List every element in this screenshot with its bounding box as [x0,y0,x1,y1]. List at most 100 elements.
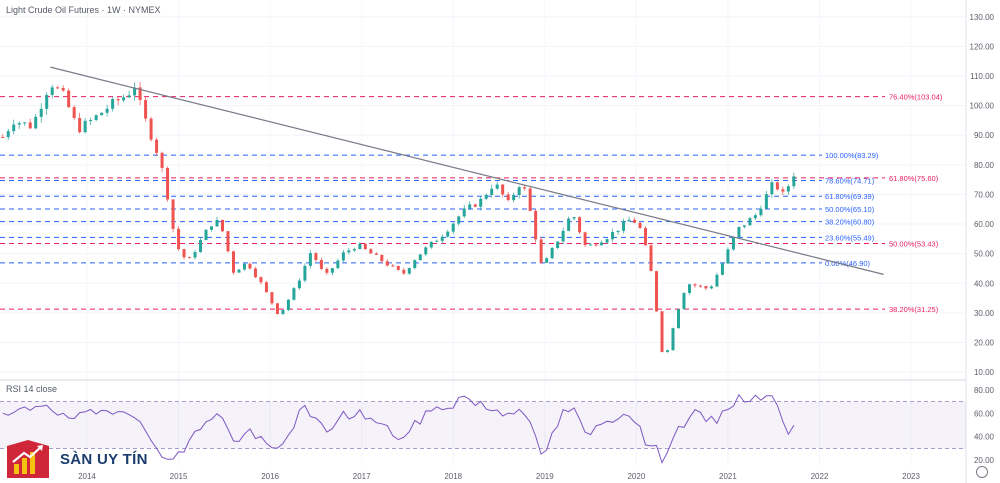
candle-body [83,120,87,133]
fibonacci-levels: 100.00%(83.29) 78.60%(74.71) 61.80%(69.39)… [0,93,943,314]
trendline-layer[interactable] [50,66,884,275]
candle-body [286,299,290,311]
candle-body [473,204,477,207]
rsi-tick-label: 80.00 [974,386,995,395]
candle-body [210,226,214,230]
price-tick-label: 40.00 [974,279,995,288]
candle-body [572,217,576,219]
candle-body [764,194,768,209]
time-tick-label: 2019 [536,472,554,481]
brand-logo: SÀN UY TÍN [2,438,202,480]
candle-body [781,189,785,192]
rsi-line [2,393,795,464]
price-tick-label: 30.00 [974,309,995,318]
candle-body [314,253,318,260]
candle-body [275,303,279,315]
candle-body [264,282,268,293]
rsi-axis[interactable]: 20.00 40.00 60.00 80.00 [974,386,995,465]
candle-body [600,242,604,246]
candle-body [457,216,461,224]
candle-body [545,258,549,263]
candle-body [56,87,60,89]
candle-body [1,137,5,139]
candle-body [67,90,71,108]
fib-red-label-3: 38.20%(31.25) [889,305,939,314]
candle-body [319,259,323,269]
rsi-tick-label: 60.00 [974,409,995,418]
candle-body [484,194,488,199]
price-tick-label: 70.00 [974,190,995,199]
candle-body [122,97,126,101]
candle-body [550,247,554,259]
candle-body [737,226,741,238]
candle-body [644,227,648,246]
candle-body [391,265,395,267]
candle-body [253,268,257,278]
fib-red-label-2: 50.00%(53.43) [889,239,939,248]
price-series [1,81,796,353]
candle-body [770,182,774,195]
fib-blue-label-1: 78.60%(74.71) [825,176,875,185]
candle-body [28,122,32,129]
candle-body [374,253,378,255]
candle-body [424,247,428,255]
candle-body [111,99,115,109]
candle-body [336,260,340,269]
candle-body [671,328,675,351]
candle-body [45,94,49,109]
candle-body [594,244,598,246]
candle-body [709,286,713,289]
candle-body [363,243,367,250]
candle-body [177,228,181,250]
candle-body [627,219,631,222]
candle-body [429,241,433,248]
candle-body [248,263,252,269]
candle-body [105,108,109,113]
candle-body [369,249,373,254]
candle-body [501,184,505,195]
candle-body [281,310,285,315]
candle-body [149,118,153,140]
candle-body [666,350,670,352]
candle-body [616,230,620,233]
candle-body [462,208,466,217]
candle-body [12,124,16,132]
candle-body [155,139,159,153]
brand-logo-text: SÀN UY TÍN [60,450,148,468]
candle-body [308,253,312,266]
candle-body [792,176,796,187]
candle-body [303,265,307,281]
candle-body [539,239,543,263]
fib-red-label-1: 61.80%(75.60) [889,174,939,183]
candle-body [193,252,197,258]
candle-body [61,87,65,91]
rsi-panel-label: RSI 14 close [6,384,57,394]
candle-body [34,116,38,129]
candle-body [413,260,417,269]
price-axis[interactable]: 10.00 20.00 30.00 40.00 50.00 60.00 70.00 80.00… [970,13,995,377]
candle-body [237,269,241,273]
settings-gear-icon[interactable] [976,466,988,478]
candle-body [215,219,219,227]
candle-body [687,284,691,293]
candle-body [446,231,450,237]
candle-body [528,188,532,211]
candle-body [270,292,274,304]
trendline [50,66,884,275]
fib-blue-label-5: 23.60%(55.49) [825,233,875,242]
candle-body [341,252,345,261]
fib-blue-label-6: 0.00%(46.90) [825,259,871,268]
brand-logo-icon [7,440,49,478]
candle-body [17,123,21,125]
candle-body [297,280,301,289]
time-tick-label: 2020 [627,472,645,481]
price-tick-label: 110.00 [970,72,994,81]
candle-body [517,187,521,196]
candle-body [561,230,565,242]
fib-red-label-0: 76.40%(103.04) [889,93,943,102]
candle-body [451,223,455,232]
candle-body [144,100,148,119]
time-axis[interactable]: 2014 2015 2016 2017 2018 2019 2020 2021 2022 2023 [78,472,920,481]
